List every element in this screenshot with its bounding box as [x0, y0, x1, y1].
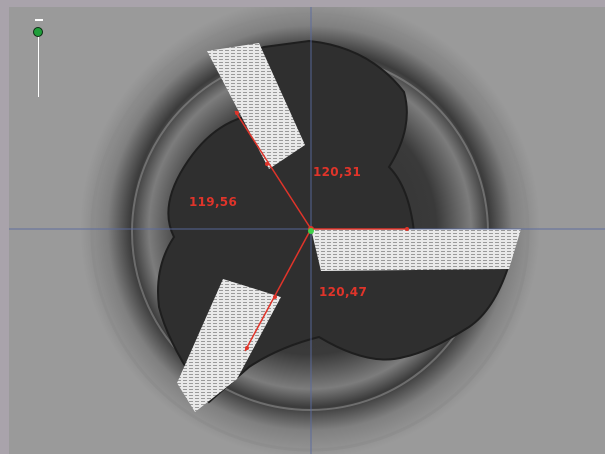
zoom-slider-track[interactable]: [38, 29, 39, 97]
zoom-slider-cap: [35, 19, 43, 21]
zoom-slider-icon[interactable]: [33, 27, 43, 37]
camera-viewport[interactable]: 120,31 119,56 120,47: [9, 7, 605, 454]
measure-point: [235, 111, 239, 115]
angle-label-left: 119,56: [189, 195, 238, 209]
measure-line-top: [234, 110, 312, 230]
center-marker: [308, 228, 314, 234]
angle-label-top-right: 120,31: [313, 165, 362, 179]
outer-ring: [90, 12, 530, 452]
zoom-slider[interactable]: [31, 19, 47, 99]
angle-label-bottom-right: 120,47: [319, 285, 368, 299]
measure-point: [405, 227, 409, 231]
measure-point: [273, 295, 277, 299]
measure-line-bottom: [244, 228, 312, 352]
measure-point: [245, 346, 249, 350]
cutting-edge-bottom: [177, 279, 281, 412]
measure-point: [265, 162, 269, 166]
measurement-overlay: [234, 110, 409, 352]
tool-end-view: [9, 7, 605, 454]
cutting-edge-top: [207, 43, 305, 169]
cutting-edge-right: [311, 229, 521, 271]
